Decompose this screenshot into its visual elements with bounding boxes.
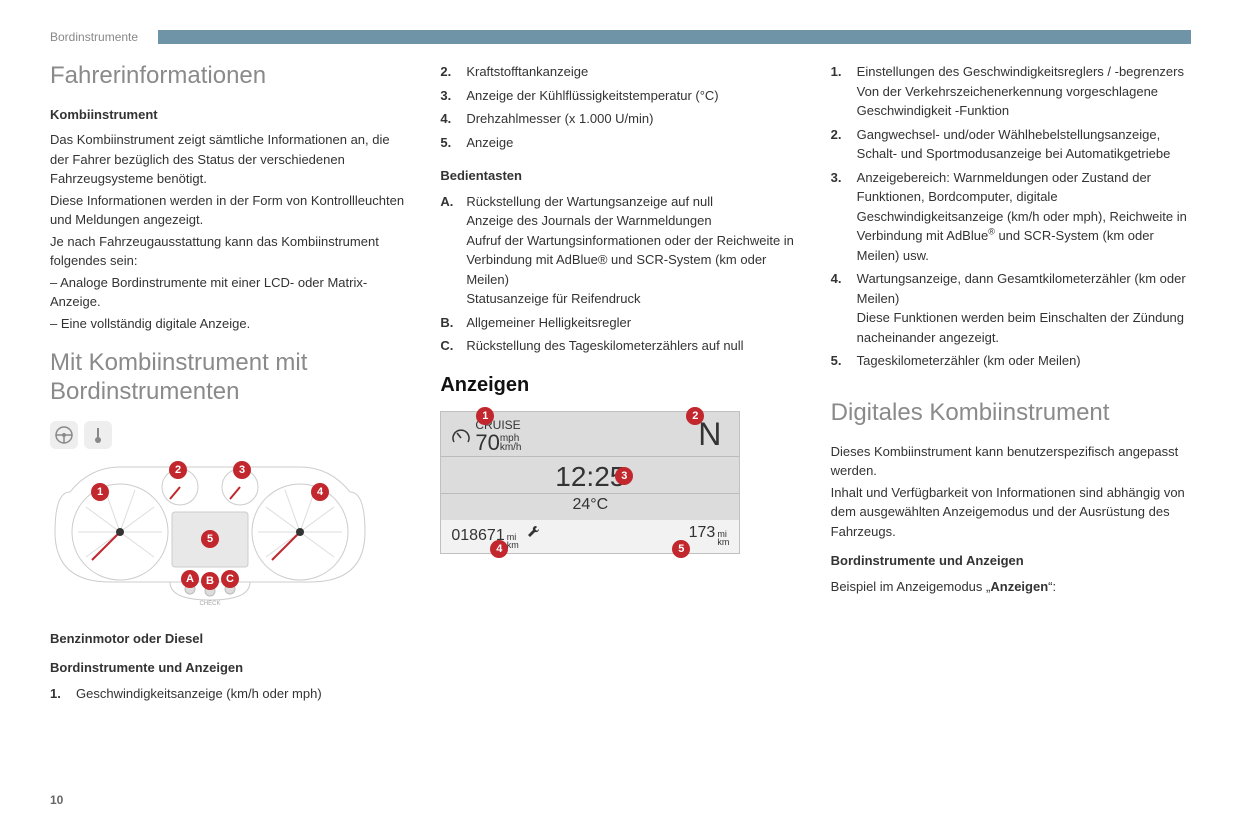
svg-text:3: 3 bbox=[239, 464, 245, 476]
list-item: Drehzahlmesser (x 1.000 U/min) bbox=[440, 109, 800, 129]
paragraph: Das Kombiinstrument zeigt sämtliche Info… bbox=[50, 130, 410, 189]
heading-mit-kombiinstrument: Mit Kombiinstrument mit Bordinstrumenten bbox=[50, 349, 410, 407]
svg-text:4: 4 bbox=[317, 486, 324, 498]
svg-text:A: A bbox=[186, 573, 194, 585]
list-text: Wartungsanzeige, dann Gesamtkilometerzäh… bbox=[857, 271, 1186, 306]
column-2: Kraftstofftankanzeige Anzeige der Kühlfl… bbox=[440, 62, 800, 707]
display-time: 12:25 bbox=[441, 456, 739, 494]
list-subtext: Von der Verkehrszeichenerkennung vorgesc… bbox=[857, 84, 1158, 119]
heading-fahrerinformationen: Fahrerinformationen bbox=[50, 62, 410, 91]
callout-3: 3 bbox=[233, 461, 251, 479]
paragraph: Je nach Fahrzeugausstattung kann das Kom… bbox=[50, 232, 410, 271]
steering-wheel-icon bbox=[50, 421, 78, 449]
display-bottom-row: 018671 mikm 173 mikm bbox=[441, 520, 739, 553]
list-item: Rückstellung des Tageskilometerzählers a… bbox=[440, 336, 800, 356]
callout-4: 4 bbox=[311, 483, 329, 501]
list-item: Kraftstofftankanzeige bbox=[440, 62, 800, 82]
column-1: Fahrerinformationen Kombiinstrument Das … bbox=[50, 62, 410, 707]
list-item: Geschwindigkeitsanzeige (km/h oder mph) bbox=[50, 684, 410, 704]
subhead-bordinstrumente: Bordinstrumente und Anzeigen bbox=[50, 658, 410, 678]
page-number: 10 bbox=[50, 793, 63, 807]
text-part: Beispiel im Anzeigemodus „ bbox=[831, 579, 991, 594]
callout-3-icon: 3 bbox=[615, 467, 633, 485]
paragraph: Dieses Kombiinstrument kann benutzerspez… bbox=[831, 442, 1191, 481]
page-header: Bordinstrumente bbox=[50, 30, 1191, 44]
paragraph: Diese Informationen werden in der Form v… bbox=[50, 191, 410, 230]
list-item: Tageskilometerzähler (km oder Meilen) bbox=[831, 351, 1191, 371]
svg-text:5: 5 bbox=[207, 533, 213, 545]
list-text: Einstellungen des Geschwindigkeitsregler… bbox=[857, 64, 1184, 79]
callout-5-icon: 5 bbox=[672, 540, 690, 558]
list-subtext: Diese Funktionen werden beim Einschalten… bbox=[857, 310, 1184, 345]
callout-2: 2 bbox=[169, 461, 187, 479]
svg-text:1: 1 bbox=[97, 486, 103, 498]
heading-anzeigen: Anzeigen bbox=[440, 374, 800, 397]
callout-2-icon: 2 bbox=[686, 407, 704, 425]
list-item: – Eine vollständig digitale Anzeige. bbox=[50, 314, 410, 334]
subhead-bedientasten: Bedientasten bbox=[440, 166, 800, 186]
callout-A: A bbox=[181, 570, 199, 588]
alpha-list: Rückstellung der Wartungsanzeige auf nul… bbox=[440, 192, 800, 356]
thermometer-icon bbox=[84, 421, 112, 449]
text-part: “: bbox=[1048, 579, 1056, 594]
callout-B: B bbox=[201, 572, 219, 590]
content-columns: Fahrerinformationen Kombiinstrument Das … bbox=[50, 62, 1191, 707]
list-item: Anzeigebereich: Warnmeldungen oder Zusta… bbox=[831, 168, 1191, 266]
trip-meter: 173 mikm bbox=[689, 524, 730, 549]
callout-1: 1 bbox=[91, 483, 109, 501]
callout-5: 5 bbox=[201, 530, 219, 548]
trip-value: 173 bbox=[689, 524, 716, 542]
svg-text:B: B bbox=[206, 575, 214, 587]
svg-text:C: C bbox=[226, 573, 234, 585]
numbered-list-anzeigen: Einstellungen des Geschwindigkeitsregler… bbox=[831, 62, 1191, 371]
list-item: Einstellungen des Geschwindigkeitsregler… bbox=[831, 62, 1191, 121]
cruise-unit-bot: km/h bbox=[500, 442, 522, 453]
list-item: Gangwechsel- und/oder Wählhebelstellungs… bbox=[831, 125, 1191, 164]
list-item: Allgemeiner Helligkeitsregler bbox=[440, 313, 800, 333]
text-bold: Anzeigen bbox=[990, 579, 1048, 594]
trip-unit-bot: km bbox=[717, 537, 729, 547]
cruise-speed: 70 bbox=[475, 430, 499, 455]
wrench-icon bbox=[525, 524, 541, 540]
instrument-cluster-diagram: CHECK 1 2 3 4 5 A B C bbox=[50, 457, 370, 615]
section-label: Bordinstrumente bbox=[50, 30, 138, 44]
list-item: Anzeige bbox=[440, 133, 800, 153]
numbered-list-1: Geschwindigkeitsanzeige (km/h oder mph) bbox=[50, 684, 410, 704]
list-text: Anzeigebereich: Warnmeldungen oder Zusta… bbox=[857, 170, 1187, 263]
paragraph: Inhalt und Verfügbarkeit von Information… bbox=[831, 483, 1191, 542]
list-item: Rückstellung der Wartungsanzeige auf nul… bbox=[440, 192, 800, 309]
column-3: Einstellungen des Geschwindigkeitsregler… bbox=[831, 62, 1191, 707]
svg-text:2: 2 bbox=[175, 464, 181, 476]
gear-indicator: N bbox=[698, 418, 729, 454]
callout-4-icon: 4 bbox=[490, 540, 508, 558]
heading-digitales-kombiinstrument: Digitales Kombiinstrument bbox=[831, 399, 1191, 428]
list-item: – Analoge Bordinstrumente mit einer LCD-… bbox=[50, 273, 410, 312]
svg-text:CHECK: CHECK bbox=[199, 601, 220, 607]
display-panel-diagram: CRUISE 70mphkm/h N 12:25 24°C 018671 mik… bbox=[440, 411, 740, 554]
callout-C: C bbox=[221, 570, 239, 588]
subhead-bordinstrumente-anzeigen: Bordinstrumente und Anzeigen bbox=[831, 551, 1191, 571]
paragraph: Beispiel im Anzeigemodus „Anzeigen“: bbox=[831, 577, 1191, 597]
list-item: Anzeige der Kühlflüssigkeitstemperatur (… bbox=[440, 86, 800, 106]
odo-unit-bot: km bbox=[507, 540, 519, 550]
subhead-benzin-diesel: Benzinmotor oder Diesel bbox=[50, 629, 410, 649]
numbered-list-1-cont: Kraftstofftankanzeige Anzeige der Kühlfl… bbox=[440, 62, 800, 152]
icon-row bbox=[50, 421, 410, 449]
speedometer-icon bbox=[451, 426, 471, 446]
header-accent-bar bbox=[158, 30, 1191, 44]
display-temp: 24°C bbox=[441, 494, 739, 520]
subhead-kombiinstrument: Kombiinstrument bbox=[50, 105, 410, 125]
list-item: Wartungsanzeige, dann Gesamtkilometerzäh… bbox=[831, 269, 1191, 347]
callout-1-icon: 1 bbox=[476, 407, 494, 425]
